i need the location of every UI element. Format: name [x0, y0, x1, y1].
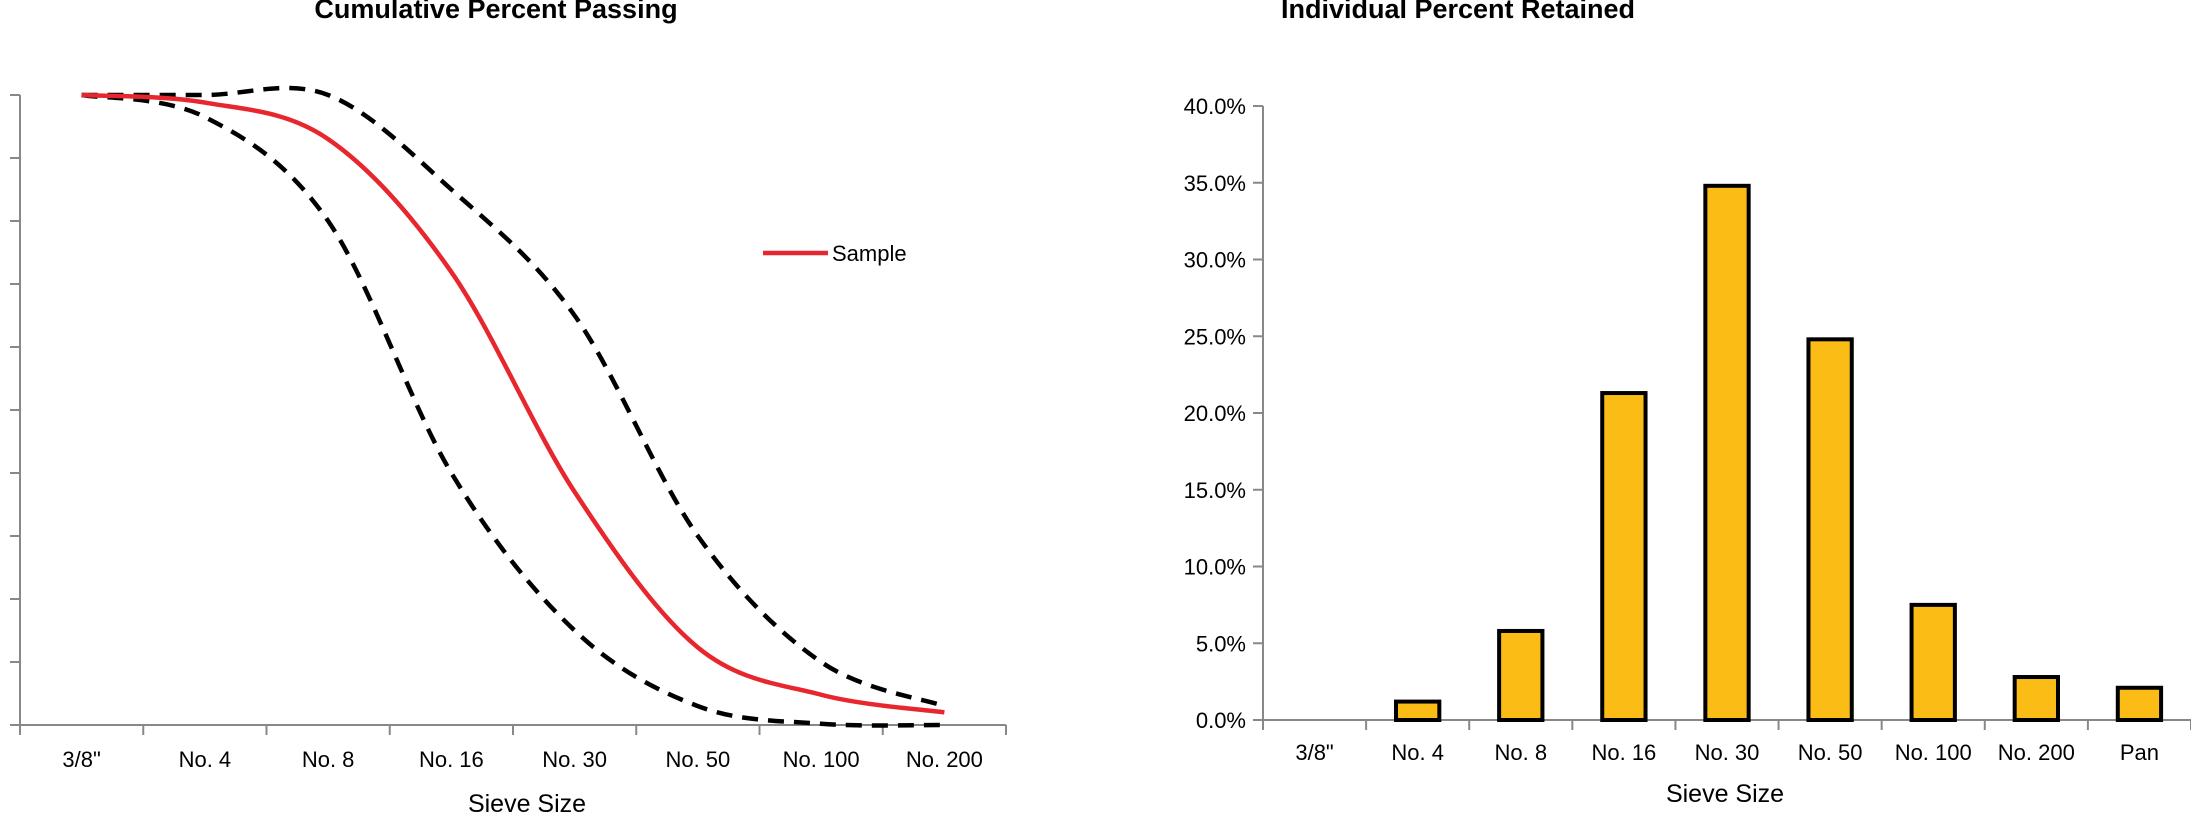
left-x-tick-label: 3/8": [62, 747, 100, 772]
legend-sample-label: Sample: [832, 241, 907, 266]
right-x-tick-label: No. 16: [1591, 740, 1656, 765]
right-x-tick-label: Pan: [2120, 740, 2159, 765]
left-chart-title: Cumulative Percent Passing: [314, 0, 678, 24]
right-x-tick-label: 3/8": [1295, 740, 1333, 765]
left-x-axis-title: Sieve Size: [468, 790, 586, 814]
bar: [2012, 675, 2060, 723]
left-x-tick-label: No. 100: [783, 747, 860, 772]
bar: [1600, 391, 1648, 722]
left-x-tick-label: No. 50: [665, 747, 730, 772]
bar: [1703, 183, 1751, 722]
right-y-tick-label: 0.0%: [1196, 708, 1246, 733]
lower-limit-line: [81, 92, 945, 728]
left-x-tick-label: No. 16: [419, 747, 484, 772]
left-x-tick-label: No. 8: [302, 747, 355, 772]
right-y-tick-label: 10.0%: [1184, 555, 1246, 580]
right-x-axis-title: Sieve Size: [1666, 780, 1784, 808]
right-x-tick-label: No. 8: [1494, 740, 1547, 765]
left-x-tick-label: No. 30: [542, 747, 607, 772]
bar: [1394, 699, 1442, 723]
right-x-tick-label: No. 4: [1391, 740, 1444, 765]
right-x-tick-label: No. 100: [1895, 740, 1972, 765]
left-x-tick-label: No. 4: [179, 747, 232, 772]
bar: [1806, 337, 1854, 722]
right-chart-title: Individual Percent Retained: [1280, 0, 1636, 24]
bar: [1909, 602, 1957, 722]
right-y-tick-label: 30.0%: [1184, 248, 1246, 273]
right-y-tick-label: 35.0%: [1184, 171, 1246, 196]
right-y-tick-label: 40.0%: [1184, 94, 1246, 119]
right-chart: 0.0% 5.0% 10.0% 15.0% 20.0% 25.0% 30.0% 35.0% 40…: [1184, 94, 2191, 808]
right-y-tick-label: 5.0%: [1196, 631, 1246, 656]
left-x-tick-label: No. 200: [906, 747, 983, 772]
left-chart: 3/8" No. 4 No. 8 No. 16 No. 30 No. 50 No. 100 N…: [10, 85, 1007, 814]
right-x-tick-label: No. 30: [1695, 740, 1760, 765]
sample-line: [81, 92, 945, 715]
bar: [2115, 685, 2164, 723]
bar: [1497, 628, 1545, 722]
right-y-tick-label: 25.0%: [1184, 324, 1246, 349]
right-y-tick-label: 15.0%: [1184, 478, 1246, 503]
right-x-tick-label: No. 200: [1998, 740, 2075, 765]
upper-limit-line: [81, 85, 946, 709]
right-y-tick-label: 20.0%: [1184, 401, 1246, 426]
right-x-tick-label: No. 50: [1798, 740, 1863, 765]
